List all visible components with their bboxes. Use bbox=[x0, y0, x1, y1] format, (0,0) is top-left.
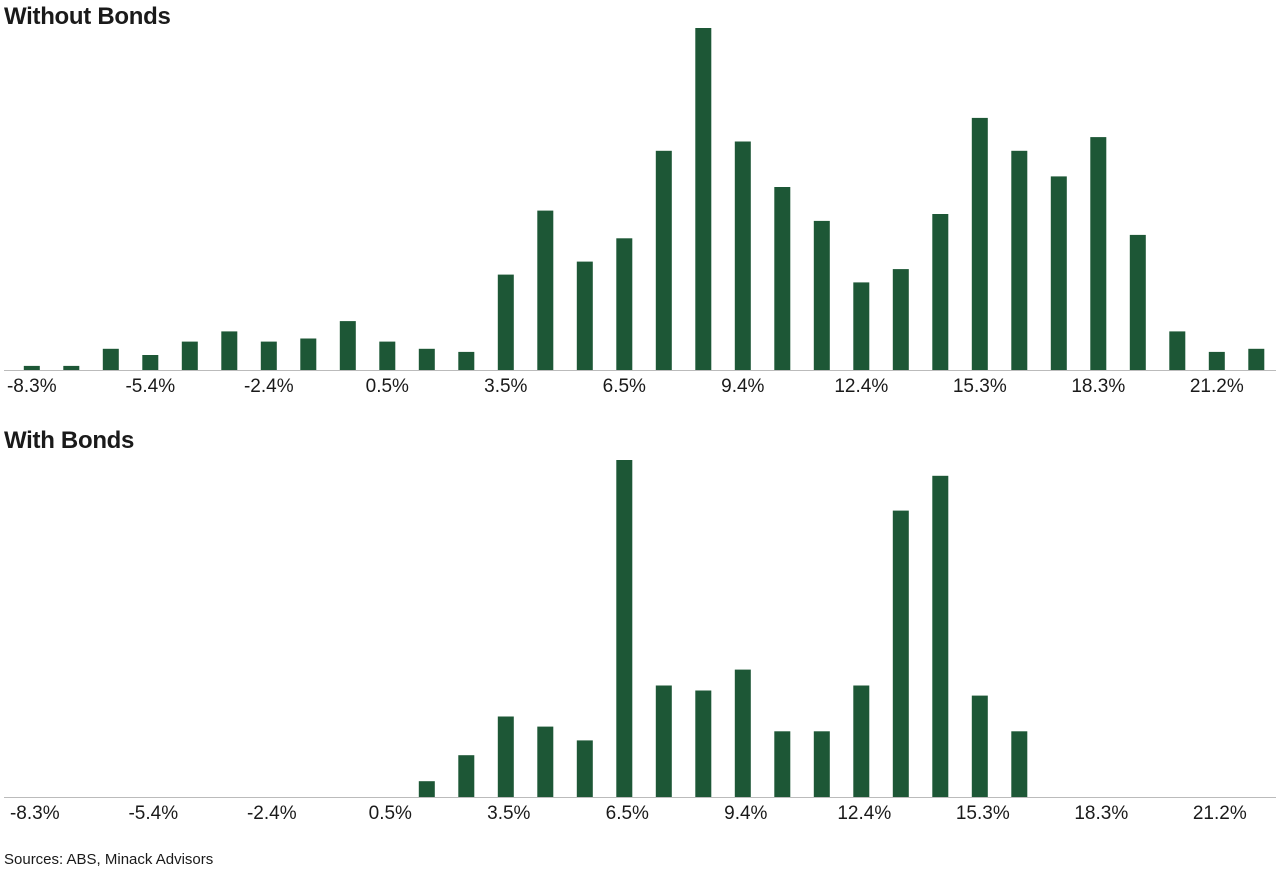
bar-without-bonds-2.5% bbox=[458, 351, 475, 370]
bar-with-bonds-15.3% bbox=[971, 695, 988, 797]
bar-with-bonds-10.4% bbox=[774, 731, 791, 797]
chart-without-bonds: -8.3% -5.4% -2.4% 0.5% 3.5% 6.5% 9.4% 12.4% 15.3… bbox=[4, 28, 1276, 397]
bar-without-bonds--1.5% bbox=[300, 338, 317, 370]
bar-without-bonds-22.2% bbox=[1248, 348, 1265, 370]
x-tick-label: 6.5% bbox=[606, 803, 649, 824]
bar-without-bonds-11.4% bbox=[813, 220, 830, 370]
bar-without-bonds-12.4% bbox=[853, 282, 870, 370]
bar-without-bonds-10.4% bbox=[774, 187, 791, 370]
bar-without-bonds--4.4% bbox=[181, 341, 198, 370]
bar-with-bonds-3.5% bbox=[497, 716, 514, 797]
bar-with-bonds-5.5% bbox=[576, 740, 593, 797]
x-tick-label: 12.4% bbox=[837, 803, 891, 824]
bar-without-bonds-21.2% bbox=[1208, 351, 1225, 370]
x-tick-label: 21.2% bbox=[1193, 803, 1247, 824]
bar-without-bonds-8.4% bbox=[695, 28, 712, 370]
bar-without-bonds-18.3% bbox=[1090, 137, 1107, 370]
bar-with-bonds-7.4% bbox=[655, 685, 672, 797]
bar-without-bonds-1.5% bbox=[418, 348, 435, 370]
bar-without-bonds-4.5% bbox=[537, 210, 554, 370]
chart-title-without-bonds: Without Bonds bbox=[4, 3, 171, 30]
bar-without-bonds--0.5% bbox=[339, 321, 356, 370]
bar-without-bonds-0.5% bbox=[379, 341, 396, 370]
x-tick-label: 15.3% bbox=[956, 803, 1010, 824]
x-tick-label: 18.3% bbox=[1074, 803, 1128, 824]
bar-without-bonds-6.5% bbox=[616, 238, 633, 370]
bar-without-bonds-16.3% bbox=[1011, 150, 1028, 370]
bar-with-bonds-4.5% bbox=[537, 726, 554, 797]
source-note: Sources: ABS, Minack Advisors bbox=[4, 851, 214, 868]
chart-title-with-bonds: With Bonds bbox=[4, 427, 135, 454]
x-tick-label: 9.4% bbox=[721, 376, 764, 397]
x-tick-label: -5.4% bbox=[125, 376, 175, 397]
bar-without-bonds-20.3% bbox=[1169, 331, 1186, 370]
x-tick-label: 12.4% bbox=[834, 376, 888, 397]
bar-without-bonds-7.4% bbox=[655, 150, 672, 370]
x-tick-label: -2.4% bbox=[247, 803, 297, 824]
bar-with-bonds-16.3% bbox=[1011, 731, 1028, 797]
x-tick-label: -2.4% bbox=[244, 376, 294, 397]
bar-with-bonds-2.5% bbox=[458, 755, 475, 797]
x-tick-label: 0.5% bbox=[366, 376, 409, 397]
bar-without-bonds--7.3% bbox=[63, 365, 80, 370]
bar-without-bonds--2.4% bbox=[260, 341, 277, 370]
bar-without-bonds-19.3% bbox=[1129, 234, 1146, 370]
x-tick-label: 6.5% bbox=[603, 376, 646, 397]
x-tick-label: 18.3% bbox=[1071, 376, 1125, 397]
x-tick-label: -8.3% bbox=[7, 376, 57, 397]
x-tick-label: 9.4% bbox=[724, 803, 767, 824]
bar-with-bonds-14.3% bbox=[932, 475, 949, 797]
bar-without-bonds-3.5% bbox=[497, 274, 514, 370]
x-tick-label: -5.4% bbox=[128, 803, 178, 824]
bar-with-bonds-12.4% bbox=[853, 685, 870, 797]
bar-without-bonds-5.5% bbox=[576, 261, 593, 370]
bar-with-bonds-6.5% bbox=[616, 460, 633, 797]
x-tick-label: 3.5% bbox=[487, 803, 530, 824]
bar-without-bonds-9.4% bbox=[734, 141, 751, 370]
bar-without-bonds--6.4% bbox=[102, 348, 119, 370]
x-tick-label: 0.5% bbox=[369, 803, 412, 824]
bar-with-bonds-8.4% bbox=[695, 690, 712, 797]
bar-without-bonds-17.3% bbox=[1050, 176, 1067, 370]
bar-with-bonds-13.4% bbox=[892, 510, 909, 797]
bar-without-bonds-15.3% bbox=[971, 117, 988, 371]
bar-without-bonds--8.3% bbox=[23, 365, 40, 370]
bar-without-bonds-14.3% bbox=[932, 214, 949, 370]
x-tick-label: 21.2% bbox=[1190, 376, 1244, 397]
bar-without-bonds--3.4% bbox=[221, 331, 238, 370]
x-tick-label: 15.3% bbox=[953, 376, 1007, 397]
bar-with-bonds-9.4% bbox=[734, 669, 751, 797]
x-tick-label: 3.5% bbox=[484, 376, 527, 397]
bar-with-bonds-1.5% bbox=[418, 781, 435, 797]
bar-with-bonds-11.4% bbox=[813, 731, 830, 797]
bar-without-bonds--5.4% bbox=[142, 355, 159, 370]
bar-without-bonds-13.4% bbox=[892, 269, 909, 370]
x-tick-label: -8.3% bbox=[10, 803, 60, 824]
